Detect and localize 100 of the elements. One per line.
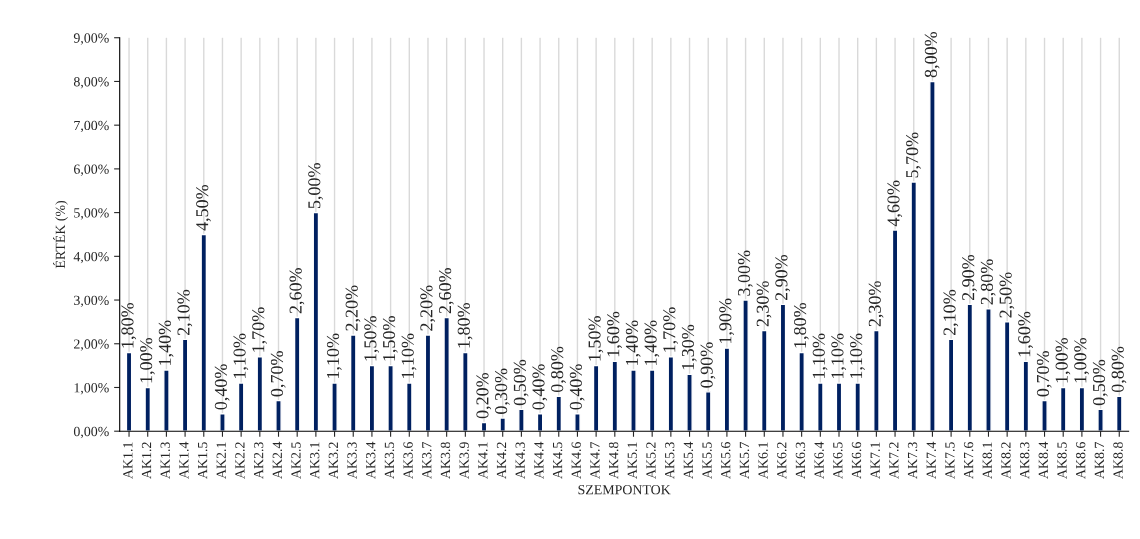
x-tick-label: AK3.1 — [310, 442, 320, 479]
data-label: 2,30% — [756, 281, 772, 327]
x-tick-label: AK6.3 — [795, 442, 806, 479]
x-tick-label: AK6.6 — [851, 442, 862, 479]
bar — [966, 303, 974, 432]
x-tick-label: AK2.5 — [291, 442, 301, 479]
bar — [704, 391, 712, 432]
bar — [667, 356, 675, 432]
bar — [518, 408, 525, 432]
bar — [181, 338, 189, 432]
bar — [910, 181, 918, 432]
data-label: 0,40% — [214, 364, 230, 410]
data-label: 5,00% — [308, 163, 323, 209]
bar — [779, 303, 787, 432]
bar — [592, 364, 600, 432]
data-label: 2,10% — [943, 289, 959, 336]
y-axis-title: ÉRTÉK (%) — [53, 200, 68, 269]
data-label: 1,10% — [401, 333, 417, 379]
data-label: 3,00% — [737, 250, 753, 296]
x-tick-label: AK4.7 — [590, 442, 600, 479]
x-tick-label: AK2.3 — [253, 442, 264, 479]
bar — [574, 413, 581, 432]
bar — [742, 299, 749, 432]
data-label: 1,00% — [1055, 337, 1071, 383]
bar — [985, 308, 992, 432]
data-label: 1,80% — [457, 302, 473, 348]
x-tick-label: AK2.2 — [235, 442, 245, 479]
bar — [854, 382, 862, 432]
bar — [312, 211, 320, 432]
data-label: 2,30% — [868, 281, 884, 327]
bar — [163, 369, 170, 432]
data-label: 1,70% — [252, 307, 267, 352]
x-tick-label: AK3.9 — [459, 442, 469, 479]
bar — [536, 413, 544, 432]
bar — [798, 351, 805, 432]
x-tick-label: AK4.6 — [571, 442, 581, 479]
data-label: 0,40% — [532, 364, 548, 410]
y-tick-label: 0,00% — [73, 426, 109, 439]
data-label: 0,70% — [1036, 351, 1052, 397]
x-tick-label: AK3.5 — [384, 442, 395, 479]
y-tick-label: 6,00% — [74, 164, 109, 176]
bar — [349, 334, 357, 432]
bar — [293, 316, 301, 432]
x-tick-label: AK8.1 — [982, 442, 993, 479]
data-label: 2,60% — [289, 268, 305, 314]
data-label: 8,00% — [924, 31, 940, 78]
x-tick-label: AK4.4 — [534, 441, 544, 479]
bar — [1003, 321, 1011, 432]
bar — [611, 360, 619, 432]
x-tick-label: AK5.1 — [627, 442, 638, 479]
data-label: 1,10% — [812, 333, 828, 379]
bar — [405, 382, 413, 432]
bar — [873, 329, 880, 432]
bar — [237, 382, 245, 432]
y-tick-label: 8,00% — [73, 77, 109, 89]
y-tick-label: 4,00% — [73, 251, 109, 264]
data-label: 1,90% — [719, 298, 735, 344]
bar — [125, 351, 133, 432]
bar — [219, 413, 226, 432]
x-tick-label: AK3.4 — [366, 441, 376, 479]
x-tick-label: AK8.8 — [1113, 442, 1123, 479]
x-tick-label: AK8.3 — [1019, 442, 1030, 479]
x-tick-label: AK2.4 — [272, 441, 283, 479]
x-tick-label: AK4.5 — [552, 442, 563, 479]
data-label: 5,70% — [906, 132, 921, 178]
bar — [1022, 360, 1030, 432]
bar — [1059, 386, 1067, 432]
data-label: 0,70% — [270, 351, 286, 397]
data-label: 0,80% — [1111, 346, 1127, 393]
x-tick-label: AK1.4 — [179, 441, 189, 479]
data-label: 1,40% — [625, 320, 641, 365]
y-tick-label: 3,00% — [74, 295, 109, 307]
data-label: 0,90% — [700, 342, 716, 388]
x-tick-label: AK1.5 — [197, 442, 208, 479]
bar — [1078, 386, 1086, 432]
data-label: 2,20% — [420, 285, 436, 331]
x-tick-label: AK7.3 — [907, 442, 918, 479]
bar — [144, 386, 152, 432]
data-label: 1,60% — [607, 311, 622, 357]
data-label: 0,80% — [551, 346, 566, 393]
data-label: 1,30% — [681, 324, 697, 370]
bar — [947, 338, 955, 432]
x-tick-label: AK5.4 — [683, 441, 694, 479]
x-tick-label: AK4.8 — [608, 442, 619, 479]
bar — [424, 334, 432, 432]
data-label: 0,20% — [476, 372, 492, 419]
data-label: 1,80% — [121, 302, 137, 348]
y-tick-label: 7,00% — [74, 120, 109, 133]
bar — [929, 80, 936, 432]
y-tick-label: 2,00% — [74, 339, 109, 351]
bar — [723, 347, 731, 432]
x-tick-label: AK3.8 — [440, 442, 451, 479]
data-label: 2,80% — [980, 259, 996, 305]
bar — [817, 382, 824, 432]
y-tick-label: 5,00% — [74, 208, 109, 220]
bar — [555, 395, 563, 432]
data-label: 4,50% — [196, 184, 211, 231]
data-label: 4,60% — [887, 180, 903, 227]
x-tick-label: AK3.7 — [422, 442, 432, 479]
data-label: 1,10% — [850, 333, 865, 379]
